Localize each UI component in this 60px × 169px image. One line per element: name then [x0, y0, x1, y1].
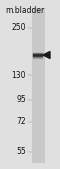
Text: 55: 55: [16, 148, 26, 156]
Text: 72: 72: [16, 117, 26, 127]
Text: 130: 130: [12, 70, 26, 79]
Bar: [32, 8, 45, 163]
Text: m.bladder: m.bladder: [6, 6, 45, 15]
Text: 95: 95: [16, 95, 26, 104]
Text: 250: 250: [12, 23, 26, 32]
Polygon shape: [43, 52, 50, 58]
